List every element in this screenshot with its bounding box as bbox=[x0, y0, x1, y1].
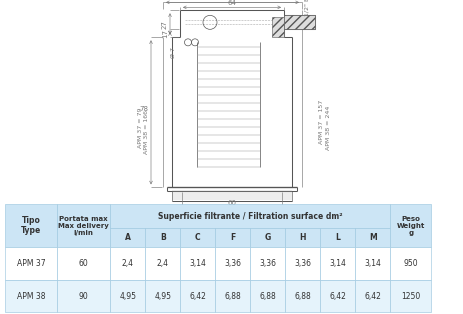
Text: APM 37 = 79: APM 37 = 79 bbox=[138, 107, 143, 148]
Text: 3,36: 3,36 bbox=[224, 259, 241, 268]
Bar bbox=[250, 228, 285, 247]
Bar bbox=[355, 280, 389, 312]
Bar bbox=[285, 247, 319, 280]
Text: 64: 64 bbox=[227, 0, 236, 6]
Bar bbox=[250, 247, 285, 280]
Bar bbox=[57, 247, 110, 280]
Text: APM 38 = 244: APM 38 = 244 bbox=[326, 105, 331, 149]
Bar bbox=[389, 204, 430, 247]
Text: 60: 60 bbox=[79, 259, 88, 268]
Text: M: M bbox=[368, 233, 376, 242]
Text: APM 37: APM 37 bbox=[17, 259, 45, 268]
Bar bbox=[110, 247, 145, 280]
Bar bbox=[110, 204, 389, 228]
Bar bbox=[5, 204, 57, 247]
Text: 80: 80 bbox=[227, 0, 237, 1]
Text: L: L bbox=[335, 233, 339, 242]
Text: 3,14: 3,14 bbox=[363, 259, 380, 268]
Bar bbox=[389, 280, 430, 312]
Bar bbox=[180, 247, 215, 280]
Text: 4,95: 4,95 bbox=[119, 292, 136, 301]
Bar bbox=[319, 280, 355, 312]
Text: Peso
Weight
g: Peso Weight g bbox=[396, 216, 424, 236]
Text: 6,88: 6,88 bbox=[259, 292, 275, 301]
Bar bbox=[319, 247, 355, 280]
Text: F: F bbox=[230, 233, 235, 242]
Bar bbox=[319, 228, 355, 247]
Bar bbox=[5, 247, 57, 280]
Text: Superficie filtrante / Filtration surface dm²: Superficie filtrante / Filtration surfac… bbox=[157, 212, 342, 220]
Text: 3,36: 3,36 bbox=[294, 259, 311, 268]
Text: 6,42: 6,42 bbox=[329, 292, 345, 301]
Text: 27: 27 bbox=[162, 20, 168, 29]
Bar bbox=[180, 228, 215, 247]
Bar bbox=[215, 247, 250, 280]
Bar bbox=[145, 280, 180, 312]
Text: 6,42: 6,42 bbox=[363, 292, 380, 301]
Text: 17: 17 bbox=[162, 29, 168, 38]
Text: 1/2" BSP: 1/2" BSP bbox=[304, 0, 309, 16]
Bar bbox=[57, 280, 110, 312]
Text: 2,4: 2,4 bbox=[121, 259, 133, 268]
Bar bbox=[57, 204, 110, 247]
Text: H: H bbox=[299, 233, 305, 242]
Bar bbox=[145, 228, 180, 247]
Text: Portata max
Max delivery
l/min: Portata max Max delivery l/min bbox=[58, 216, 109, 236]
Bar bbox=[215, 228, 250, 247]
Text: 950: 950 bbox=[402, 259, 417, 268]
Bar bbox=[355, 247, 389, 280]
Text: G: G bbox=[264, 233, 270, 242]
Text: 6,88: 6,88 bbox=[224, 292, 241, 301]
Text: APM 38: APM 38 bbox=[17, 292, 45, 301]
Text: 6,88: 6,88 bbox=[294, 292, 310, 301]
Bar bbox=[110, 280, 145, 312]
Text: 3,14: 3,14 bbox=[329, 259, 345, 268]
Bar bbox=[285, 228, 319, 247]
Text: 6,42: 6,42 bbox=[189, 292, 206, 301]
Text: Ø 7: Ø 7 bbox=[171, 47, 175, 58]
Text: 3,14: 3,14 bbox=[189, 259, 206, 268]
Text: B: B bbox=[159, 233, 165, 242]
Text: APM 37 = 157: APM 37 = 157 bbox=[319, 100, 324, 144]
Text: Tipo
Type: Tipo Type bbox=[21, 216, 41, 236]
Bar bbox=[285, 280, 319, 312]
Bar bbox=[145, 247, 180, 280]
Text: 78: 78 bbox=[139, 106, 148, 112]
Bar bbox=[110, 228, 145, 247]
Text: A: A bbox=[125, 233, 130, 242]
Text: C: C bbox=[194, 233, 200, 242]
Text: 1250: 1250 bbox=[400, 292, 419, 301]
Text: 2,4: 2,4 bbox=[156, 259, 168, 268]
Text: APM 38 = 166: APM 38 = 166 bbox=[144, 110, 149, 154]
Bar bbox=[355, 228, 389, 247]
Bar bbox=[250, 280, 285, 312]
Text: 60: 60 bbox=[227, 200, 236, 206]
Text: 3,36: 3,36 bbox=[259, 259, 275, 268]
Bar bbox=[180, 280, 215, 312]
Bar bbox=[215, 280, 250, 312]
Bar bbox=[271, 17, 283, 37]
Text: 4,95: 4,95 bbox=[154, 292, 171, 301]
Text: 90: 90 bbox=[79, 292, 88, 301]
Bar bbox=[5, 280, 57, 312]
Bar bbox=[283, 15, 314, 29]
Bar bbox=[389, 247, 430, 280]
